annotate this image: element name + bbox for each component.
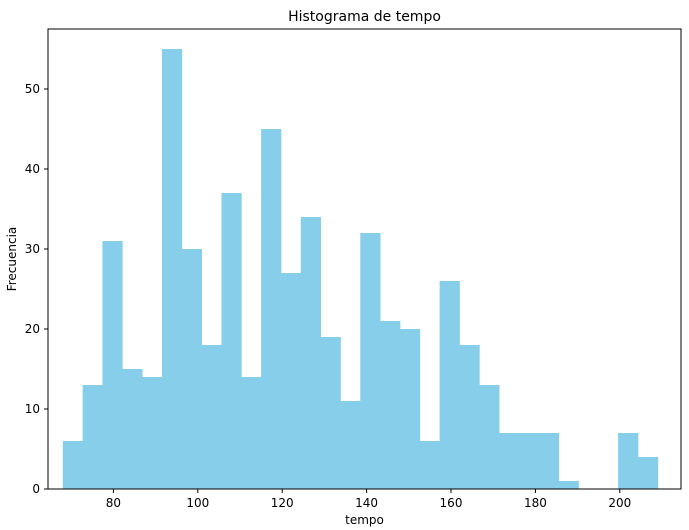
y-axis: 0 10 20 30 40 50 bbox=[25, 82, 48, 496]
histogram-bar-19 bbox=[439, 281, 460, 489]
histogram-bar-3 bbox=[122, 369, 143, 489]
histogram-bar-18 bbox=[419, 441, 441, 489]
histogram-bar-9 bbox=[241, 377, 262, 489]
histogram-bar-15 bbox=[360, 233, 381, 489]
x-tick-label: 180 bbox=[524, 496, 547, 510]
x-tick-label: 100 bbox=[186, 496, 209, 510]
bars-group bbox=[62, 49, 659, 489]
histogram-bar-0 bbox=[62, 441, 84, 489]
x-tick-label: 160 bbox=[440, 496, 463, 510]
y-tick-label: 30 bbox=[25, 242, 40, 256]
y-tick-label: 0 bbox=[32, 482, 40, 496]
histogram-bar-1 bbox=[82, 385, 103, 489]
x-axis-label: tempo bbox=[345, 513, 384, 527]
chart-title: Histograma de tempo bbox=[288, 9, 441, 25]
histogram-bar-13 bbox=[320, 337, 341, 489]
histogram-bar-23 bbox=[518, 433, 540, 489]
histogram-bar-29 bbox=[637, 457, 659, 489]
histogram-bar-14 bbox=[340, 401, 361, 489]
histogram-bar-7 bbox=[201, 345, 222, 489]
histogram-bar-2 bbox=[102, 241, 123, 489]
histogram-bar-4 bbox=[142, 377, 163, 489]
y-tick-label: 10 bbox=[25, 402, 40, 416]
y-axis-label: Frecuencia bbox=[5, 227, 19, 292]
histogram-bar-10 bbox=[261, 129, 282, 489]
histogram-bar-5 bbox=[161, 49, 183, 489]
histogram-bar-17 bbox=[399, 329, 421, 489]
y-tick-label: 40 bbox=[25, 162, 40, 176]
histogram-bar-25 bbox=[558, 481, 579, 489]
x-tick-label: 140 bbox=[355, 496, 378, 510]
histogram-bar-8 bbox=[221, 193, 242, 489]
histogram-bar-21 bbox=[479, 385, 500, 489]
x-tick-label: 80 bbox=[106, 496, 121, 510]
y-tick-label: 20 bbox=[25, 322, 40, 336]
histogram-bar-12 bbox=[300, 217, 322, 489]
histogram-bar-6 bbox=[181, 249, 203, 489]
x-axis: 80 100 120 140 160 180 200 bbox=[106, 489, 631, 510]
histogram-bar-11 bbox=[280, 273, 302, 489]
x-tick-label: 120 bbox=[271, 496, 294, 510]
histogram-bar-24 bbox=[538, 433, 560, 489]
histogram-bar-28 bbox=[618, 433, 639, 489]
histogram-bar-22 bbox=[499, 433, 520, 489]
histogram-bar-16 bbox=[380, 321, 401, 489]
histogram-bar-20 bbox=[459, 345, 480, 489]
plot-frame bbox=[47, 28, 682, 490]
y-tick-label: 50 bbox=[25, 82, 40, 96]
x-tick-label: 200 bbox=[608, 496, 631, 510]
